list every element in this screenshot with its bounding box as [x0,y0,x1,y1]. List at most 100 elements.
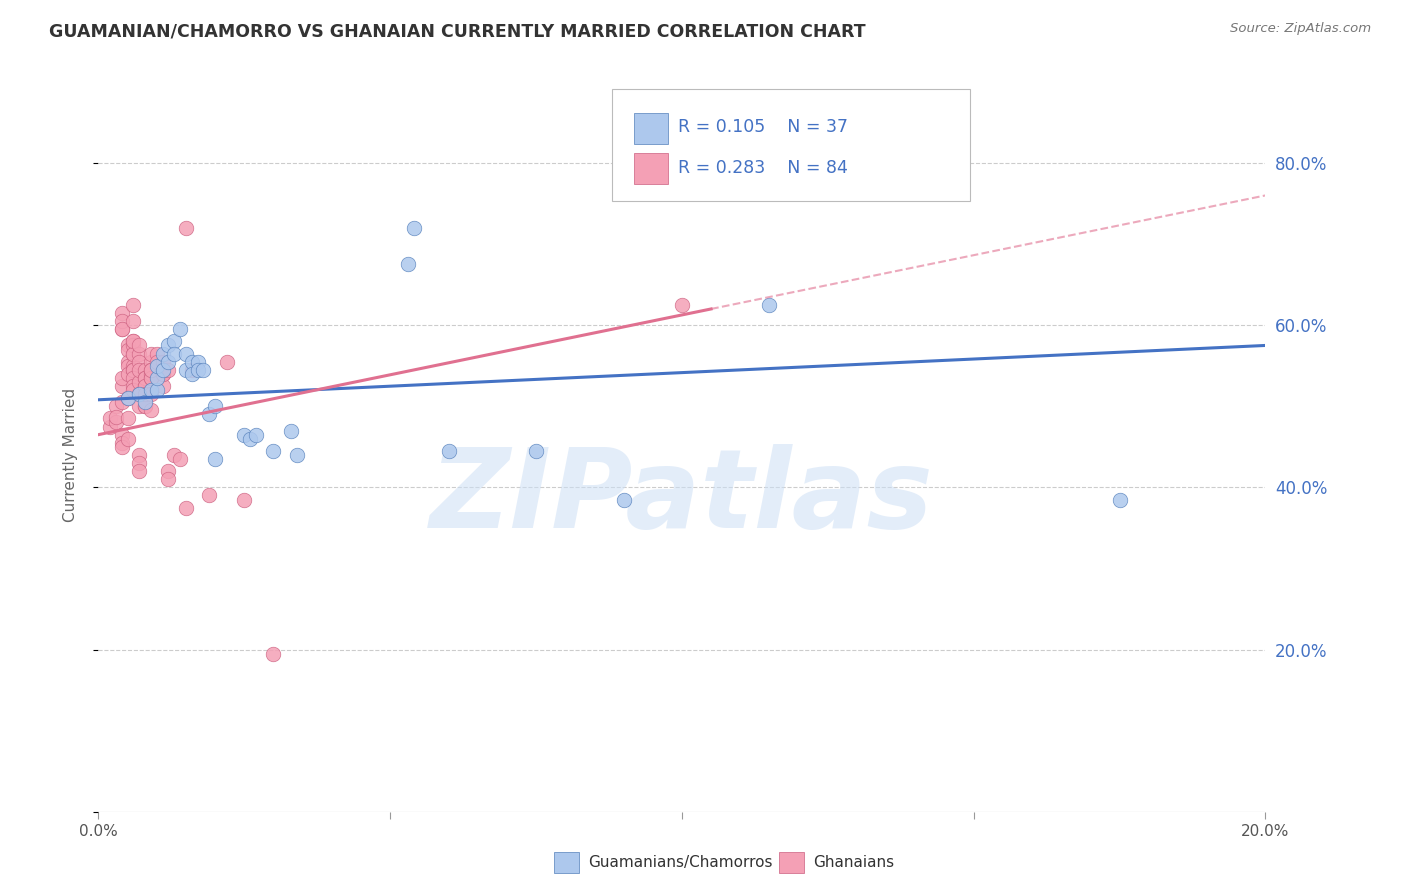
Point [139,363,162,377]
Point [117,411,139,425]
Point [128,375,150,389]
Point [174,500,197,515]
Point [111,306,134,320]
Point [163,346,186,360]
Point [280,424,302,438]
Point [122,346,145,360]
Point [128,363,150,377]
Point [139,363,162,377]
Point [157,363,180,377]
Point [122,383,145,397]
Point [117,367,139,381]
Point [402,220,425,235]
Point [128,464,150,478]
Point [152,354,174,368]
Point [245,427,267,442]
Y-axis label: Currently Married: Currently Married [63,388,77,522]
Point [157,472,180,486]
Point [122,371,145,385]
Point [122,334,145,349]
Text: Source: ZipAtlas.com: Source: ZipAtlas.com [1230,22,1371,36]
Point [98,411,121,425]
Point [111,435,134,450]
Point [139,371,162,385]
Point [198,488,221,502]
Point [128,387,150,401]
Point [174,220,197,235]
Point [152,367,174,381]
Point [122,298,145,312]
Point [152,379,174,393]
Point [117,338,139,352]
Point [285,448,308,462]
Point [187,363,209,377]
Point [524,443,547,458]
Point [139,354,162,368]
Point [122,359,145,373]
Point [204,399,226,413]
Text: Ghanaians: Ghanaians [813,855,894,870]
Point [146,371,169,385]
Point [134,379,156,393]
Point [122,334,145,349]
Point [146,383,169,397]
Point [152,363,174,377]
Point [239,432,262,446]
Point [134,387,156,401]
Point [139,367,162,381]
Point [174,346,197,360]
Point [758,298,780,312]
Point [122,379,145,393]
Point [146,359,169,373]
Point [117,391,139,405]
Point [139,387,162,401]
Point [134,395,156,409]
Point [139,383,162,397]
Text: Guamanians/Chamorros: Guamanians/Chamorros [588,855,772,870]
Point [180,367,202,381]
Point [122,338,145,352]
Point [104,399,127,413]
Point [180,363,202,377]
Point [198,408,221,422]
Point [111,371,134,385]
Point [215,354,238,368]
Point [104,409,127,424]
Point [128,456,150,470]
Text: GUAMANIAN/CHAMORRO VS GHANAIAN CURRENTLY MARRIED CORRELATION CHART: GUAMANIAN/CHAMORRO VS GHANAIAN CURRENTLY… [49,22,866,40]
Point [128,448,150,462]
Point [128,387,150,401]
Point [262,647,284,661]
Point [104,416,127,430]
Point [152,346,174,360]
Text: R = 0.105    N = 37: R = 0.105 N = 37 [678,118,848,136]
Point [134,399,156,413]
Point [111,440,134,454]
Point [139,403,162,417]
Point [671,298,693,312]
Point [1108,492,1130,507]
Point [111,379,134,393]
Point [146,354,169,368]
Point [233,492,256,507]
Point [437,443,460,458]
Point [134,399,156,413]
Point [612,492,634,507]
Point [111,427,134,442]
Point [134,371,156,385]
Point [163,334,186,349]
Point [262,443,284,458]
Point [152,367,174,381]
Point [117,391,139,405]
Point [139,346,162,360]
Point [146,346,169,360]
Point [187,354,209,368]
Point [122,363,145,377]
Point [134,363,156,377]
Point [204,452,226,467]
Text: ZIPatlas: ZIPatlas [430,444,934,551]
Point [233,427,256,442]
Point [174,363,197,377]
Point [98,419,121,434]
Point [117,432,139,446]
